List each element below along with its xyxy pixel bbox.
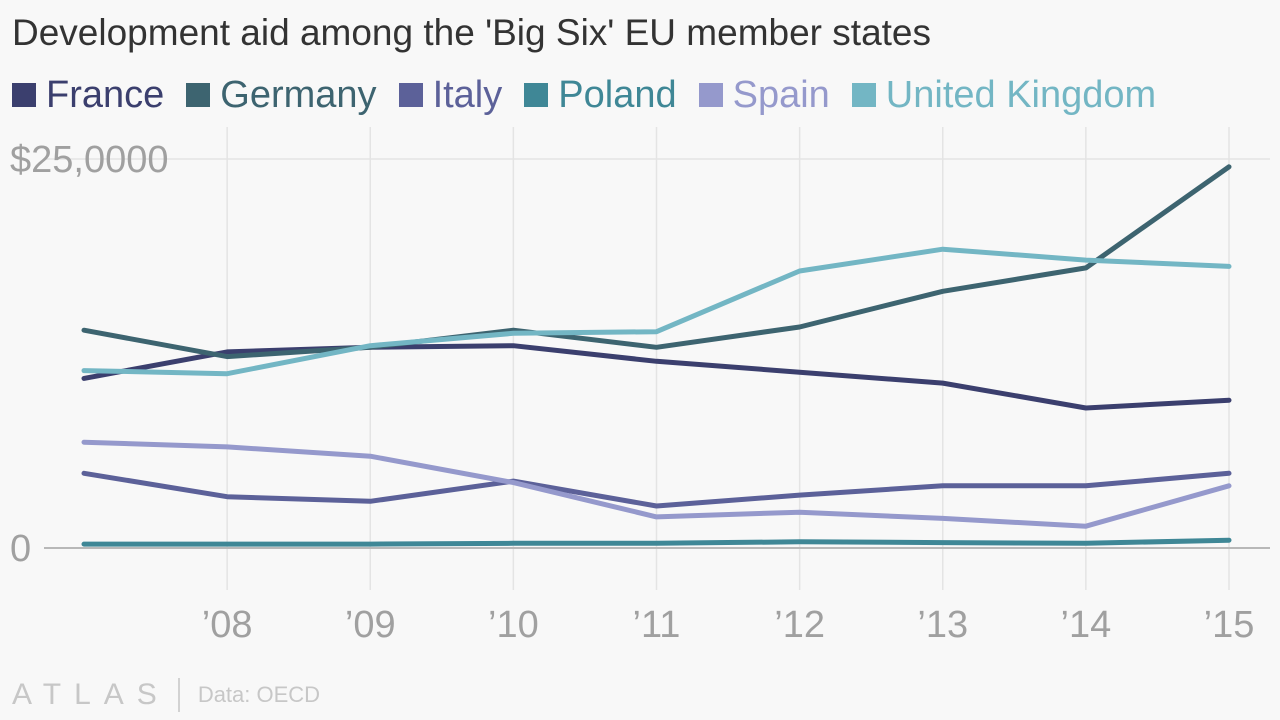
- series-line-spain: [81, 439, 1232, 529]
- legend-label: Poland: [558, 74, 677, 116]
- series-line-poland: [81, 537, 1232, 547]
- legend-swatch: [186, 83, 211, 107]
- legend-item: Italy: [398, 72, 503, 118]
- legend-item: United Kingdom: [851, 72, 1157, 118]
- legend-label: Italy: [432, 74, 503, 116]
- series-line-italy: [81, 470, 1232, 509]
- chart-title: Development aid among the 'Big Six' EU m…: [12, 12, 932, 53]
- footer: ATLAS Data: OECD: [12, 678, 320, 712]
- legend-swatch: [698, 83, 723, 107]
- y-tick-label: 0: [10, 528, 31, 570]
- x-tick-label: ’11: [633, 604, 681, 646]
- legend-item: France: [12, 72, 164, 118]
- legend-item: Spain: [698, 72, 830, 118]
- series-line-united-kingdom: [81, 246, 1232, 377]
- series-line-germany: [81, 164, 1232, 360]
- source-note: Data: OECD: [197, 682, 321, 707]
- legend-swatch: [398, 83, 423, 107]
- series-lines: [81, 164, 1232, 547]
- legend-label: United Kingdom: [885, 74, 1157, 116]
- legend-label: Germany: [220, 74, 377, 116]
- x-tick-label: ’12: [774, 604, 825, 646]
- x-tick-label: ’14: [1061, 604, 1112, 646]
- brand-logo: ATLAS: [12, 678, 170, 711]
- tick-labels: 0 $25,0000 ’08 ’09 ’10 ’11 ’12 ’13 ’14 ’15: [10, 139, 1254, 646]
- grid: [44, 127, 1270, 590]
- legend-item: Germany: [186, 72, 377, 118]
- x-tick-label: ’13: [917, 604, 968, 646]
- legend-swatch: [12, 83, 36, 107]
- series-line-france: [81, 343, 1232, 411]
- legend-swatch: [851, 83, 876, 107]
- footer-divider: [177, 678, 180, 712]
- legend-label: France: [46, 74, 165, 116]
- legend-label: Spain: [732, 74, 830, 116]
- x-tick-label: ’10: [488, 604, 539, 646]
- legend-swatch: [524, 83, 549, 107]
- x-tick-label: ’15: [1204, 604, 1255, 646]
- x-tick-label: ’09: [345, 604, 396, 646]
- x-tick-label: ’08: [202, 604, 253, 646]
- legend-item: Poland: [524, 72, 677, 118]
- legend: France Germany Italy Poland Spain United King…: [12, 72, 1178, 118]
- y-tick-label: $25,0000: [10, 139, 169, 181]
